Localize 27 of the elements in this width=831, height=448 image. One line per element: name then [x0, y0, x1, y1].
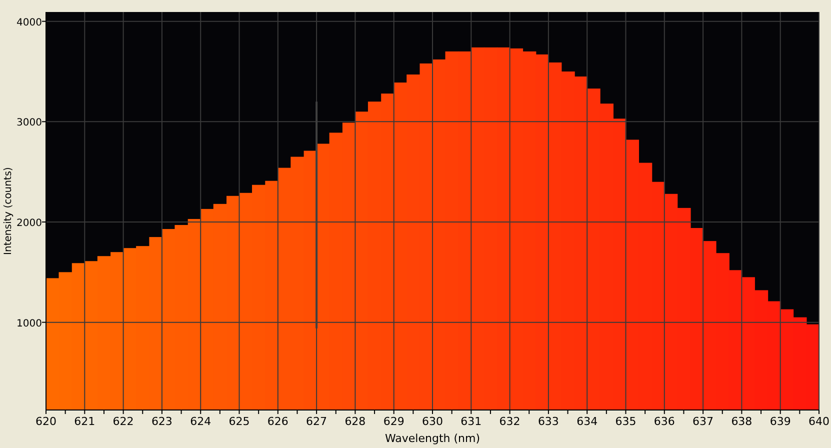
x-tick-label: 626	[267, 415, 288, 428]
x-tick-label: 633	[538, 415, 559, 428]
x-tick-label: 632	[499, 415, 520, 428]
x-tick-label: 624	[190, 415, 212, 428]
x-tick-label: 621	[74, 415, 96, 428]
x-tick-label: 640	[808, 415, 830, 428]
x-tick-label: 635	[615, 415, 636, 428]
y-tick-label: 1000	[16, 318, 42, 330]
x-tick-label: 628	[344, 415, 366, 428]
x-tick-label: 623	[151, 415, 172, 428]
x-tick-label: 630	[422, 415, 443, 428]
x-tick-label: 638	[731, 415, 752, 428]
x-tick-label: 636	[654, 415, 675, 428]
y-axis-title: Intensity (counts)	[3, 166, 14, 255]
x-tick-label: 629	[383, 415, 404, 428]
x-tick-label: 627	[306, 415, 328, 428]
y-tick-label: 3000	[16, 118, 42, 129]
x-tick-label: 637	[692, 415, 714, 428]
y-tick-label: 2000	[16, 218, 42, 229]
x-tick-label: 620	[36, 415, 56, 428]
x-tick-label: 625	[228, 415, 250, 428]
x-tick-label: 634	[576, 415, 598, 428]
x-tick-label: 639	[770, 415, 791, 428]
x-tick-label: 622	[112, 415, 134, 428]
x-tick-label: 631	[460, 415, 482, 428]
x-axis-title: Wavelength (nm)	[384, 432, 480, 445]
y-tick-label: 4000	[16, 17, 42, 28]
